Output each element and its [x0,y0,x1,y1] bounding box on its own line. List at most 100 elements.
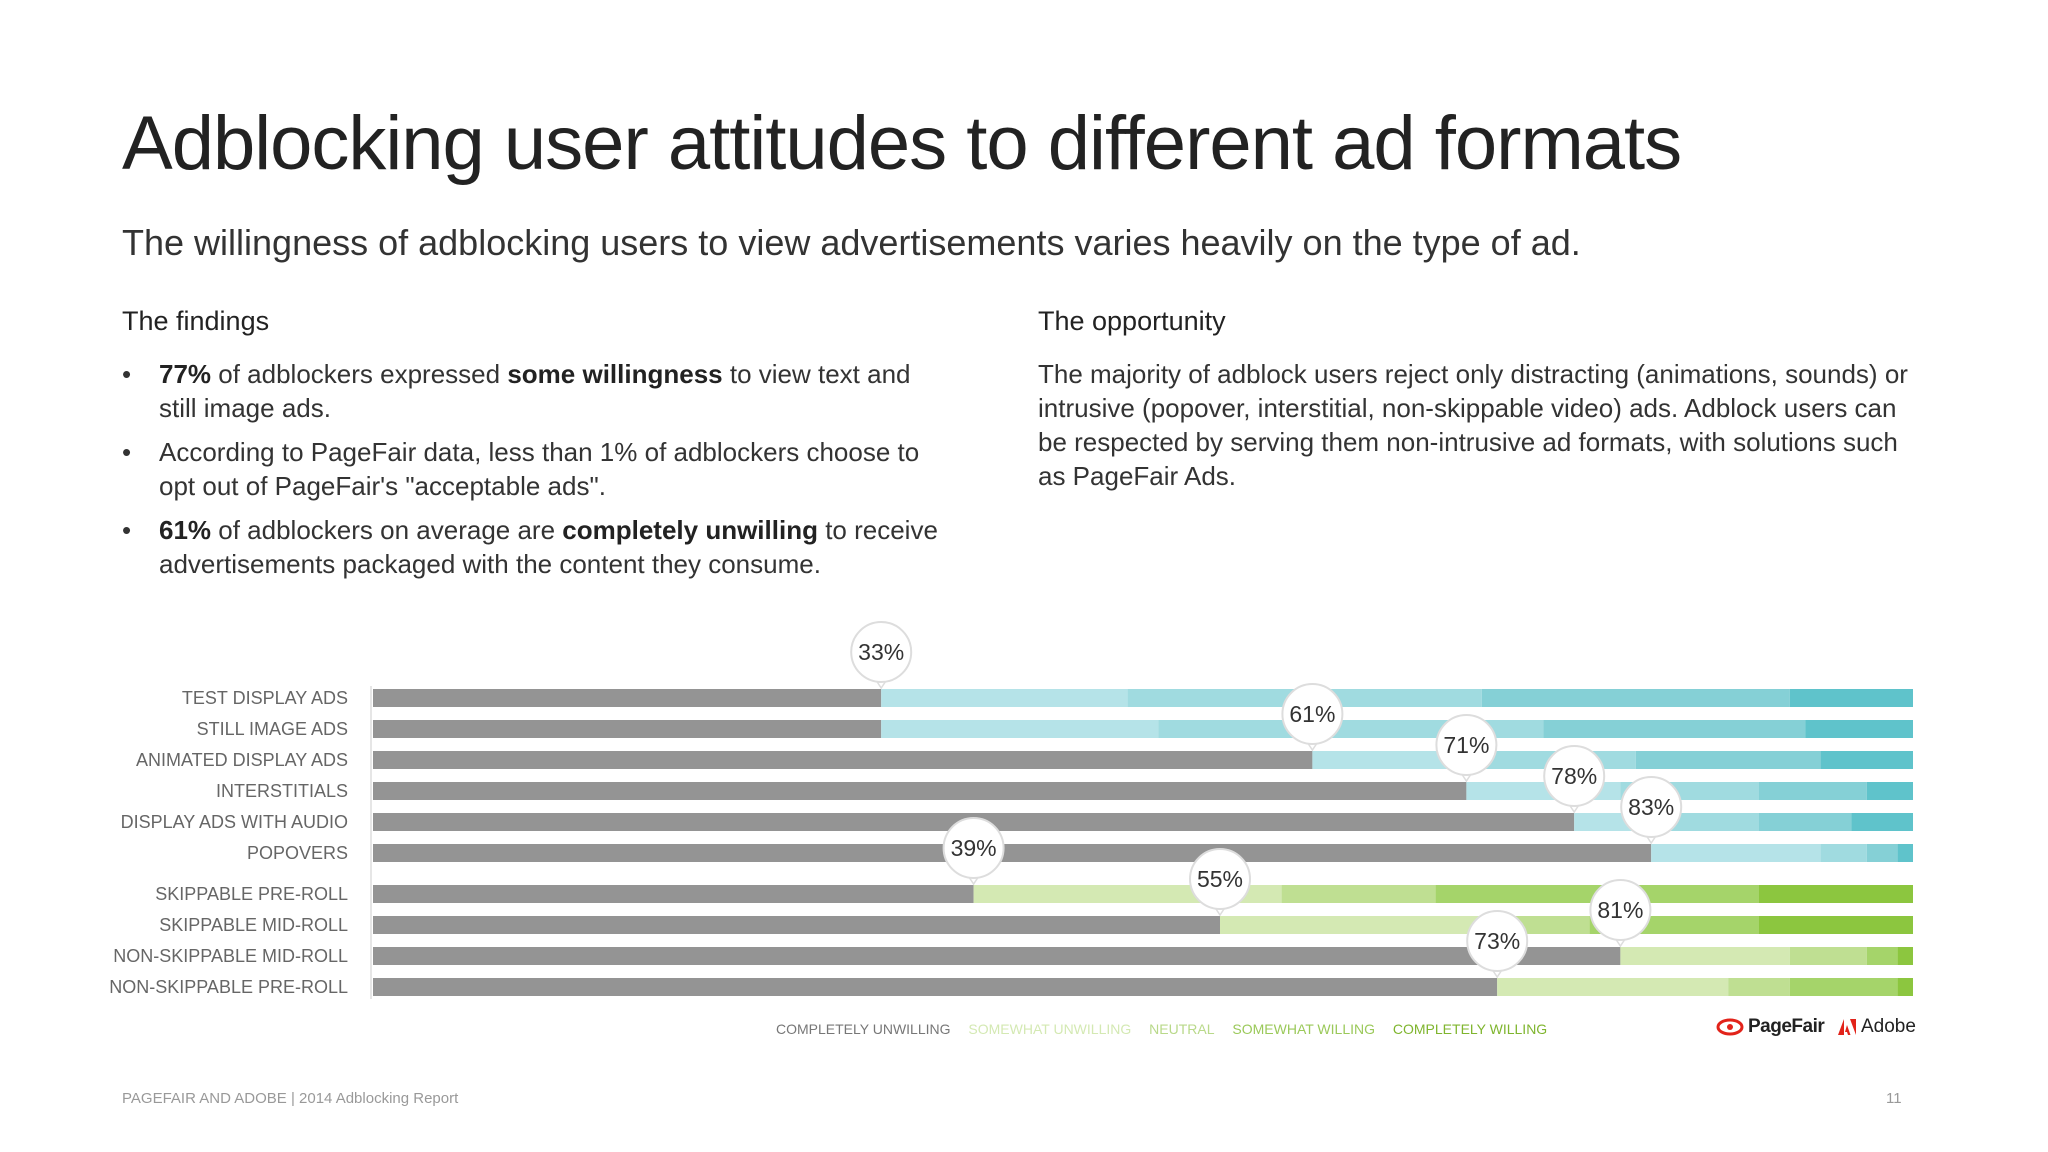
bar-segment [1897,978,1913,996]
page-number: 11 [1886,1090,1902,1107]
bullet-icon: • [122,437,132,467]
adobe-logo: Adobe [1838,1016,1916,1038]
bar-segment [1666,813,1759,831]
bar-segment [1728,978,1790,996]
finding-text: According to PageFair data, less than 1%… [159,437,920,501]
bar-segment [1866,782,1913,800]
finding-stat: 61% [159,515,212,545]
bar-segment [373,751,1313,769]
callout-pointer-mask [1567,798,1582,804]
callout-bubble [1189,848,1251,910]
callout-label: 81% [1597,897,1643,923]
finding-item: • 77% of adblockers expressed some willi… [122,357,942,425]
bar-segment [373,689,882,707]
category-label: DISPLAY ADS WITH AUDIO [121,812,348,832]
callout-bubble [1620,776,1683,838]
footer-text: PAGEFAIR AND ADOBE | 2014 Adblocking Rep… [122,1090,459,1107]
bar-segment [1851,813,1913,831]
finding-text: of adblockers on average are [211,515,563,545]
findings-heading: The findings [122,306,270,336]
value-callout: 71% [1435,714,1498,783]
callout-bubble [1281,683,1344,745]
callout-bubble [942,817,1005,879]
bar-segment [1789,978,1898,996]
bar-segment [1820,751,1913,769]
bar-segment [1312,751,1451,769]
category-label: ANIMATED DISPLAY ADS [136,750,348,770]
callout-pointer-mask [1459,767,1474,773]
callout-label: 83% [1628,794,1674,820]
opportunity-heading: The opportunity [1038,306,1226,336]
category-label: NON-SKIPPABLE PRE-ROLL [109,977,348,997]
chart-legend: COMPLETELY UNWILLING SOMEWHAT UNWILLING … [776,1021,1561,1037]
bar-segment [1481,689,1790,707]
bar-segment [1620,947,1790,965]
bar-segment [881,689,1128,707]
legend-item-completely-unwilling: COMPLETELY UNWILLING [776,1021,951,1037]
value-callout: 61% [1281,683,1344,752]
callout-pointer-mask [966,870,981,876]
bar-segment [1759,916,1913,934]
category-label: SKIPPABLE PRE-ROLL [155,884,348,904]
bar-segment [881,720,1159,738]
finding-stat: 77% [159,359,212,389]
finding-text: to receive advertisements packaged with … [159,515,938,579]
callout-label: 61% [1289,701,1335,727]
bar-segment [1543,720,1806,738]
bar-segment [1897,947,1913,965]
value-callout: 83% [1620,776,1683,845]
bar-segment [1866,947,1898,965]
category-label: INTERSTITIALS [216,781,348,801]
category-label: SKIPPABLE MID-ROLL [159,915,348,935]
callout-bubble [1589,879,1652,941]
bar-segment [373,720,882,738]
bar-segment [373,885,974,903]
bar-segment [1805,720,1913,738]
value-callout: 78% [1543,745,1606,814]
legend-item-somewhat-willing: SOMEWHAT WILLING [1232,1021,1375,1037]
bar-segment [1220,916,1482,934]
callout-bubble [1435,714,1498,776]
bar-segment [1820,844,1867,862]
category-label: TEST DISPLAY ADS [182,688,348,708]
legend-item-somewhat-unwilling: SOMEWHAT UNWILLING [968,1021,1132,1037]
opportunity-text: The majority of adblock users reject onl… [1038,359,1908,491]
bar-segment [373,916,1220,934]
bar-segment [1897,844,1913,862]
category-label: STILL IMAGE ADS [197,719,348,739]
bar-segment [1497,978,1729,996]
pagefair-logo-text: PageFair [1748,1016,1825,1037]
finding-text: to view text and still image ads. [159,359,911,423]
page-title: Adblocking user attitudes to different a… [122,101,1682,186]
bar-segment [1789,947,1867,965]
value-callout: 55% [1189,848,1251,917]
value-callout: 33% [850,621,913,690]
bar-segment [373,844,1652,862]
stacked-bar-chart: TEST DISPLAY ADS STILL IMAGE ADS ANIMATED … [109,621,1913,999]
finding-item: • According to PageFair data, less than … [122,435,942,503]
adobe-logo-icon [1838,1019,1856,1035]
bar-segment [373,978,1498,996]
page-subtitle: The willingness of adblocking users to v… [122,222,1581,263]
finding-emphasis: some willingness [507,359,723,389]
callout-label: 39% [951,835,997,861]
callout-pointer-mask [1490,963,1505,969]
bar-segment [1789,689,1913,707]
finding-emphasis: completely unwilling [562,515,818,545]
callout-bubble [1543,745,1606,807]
callout-pointer-mask [874,674,889,680]
bar-segment [1866,844,1898,862]
value-callout: 39% [942,817,1005,886]
category-labels: TEST DISPLAY ADS STILL IMAGE ADS ANIMATED … [109,688,348,997]
callouts-layer: 33% 61% 71% 78% 83% 39% 55% 81% 73% [850,621,1683,979]
bullet-icon: • [122,515,132,545]
callout-pointer-mask [1644,829,1659,835]
bar-segment [1759,813,1852,831]
finding-item: • 61% of adblockers on average are compl… [122,513,942,581]
bar-segment [373,947,1621,965]
bar-segment [1759,885,1913,903]
category-label: POPOVERS [247,843,348,863]
callout-label: 33% [858,639,904,665]
value-callout: 81% [1589,879,1652,948]
callout-label: 71% [1443,732,1489,758]
